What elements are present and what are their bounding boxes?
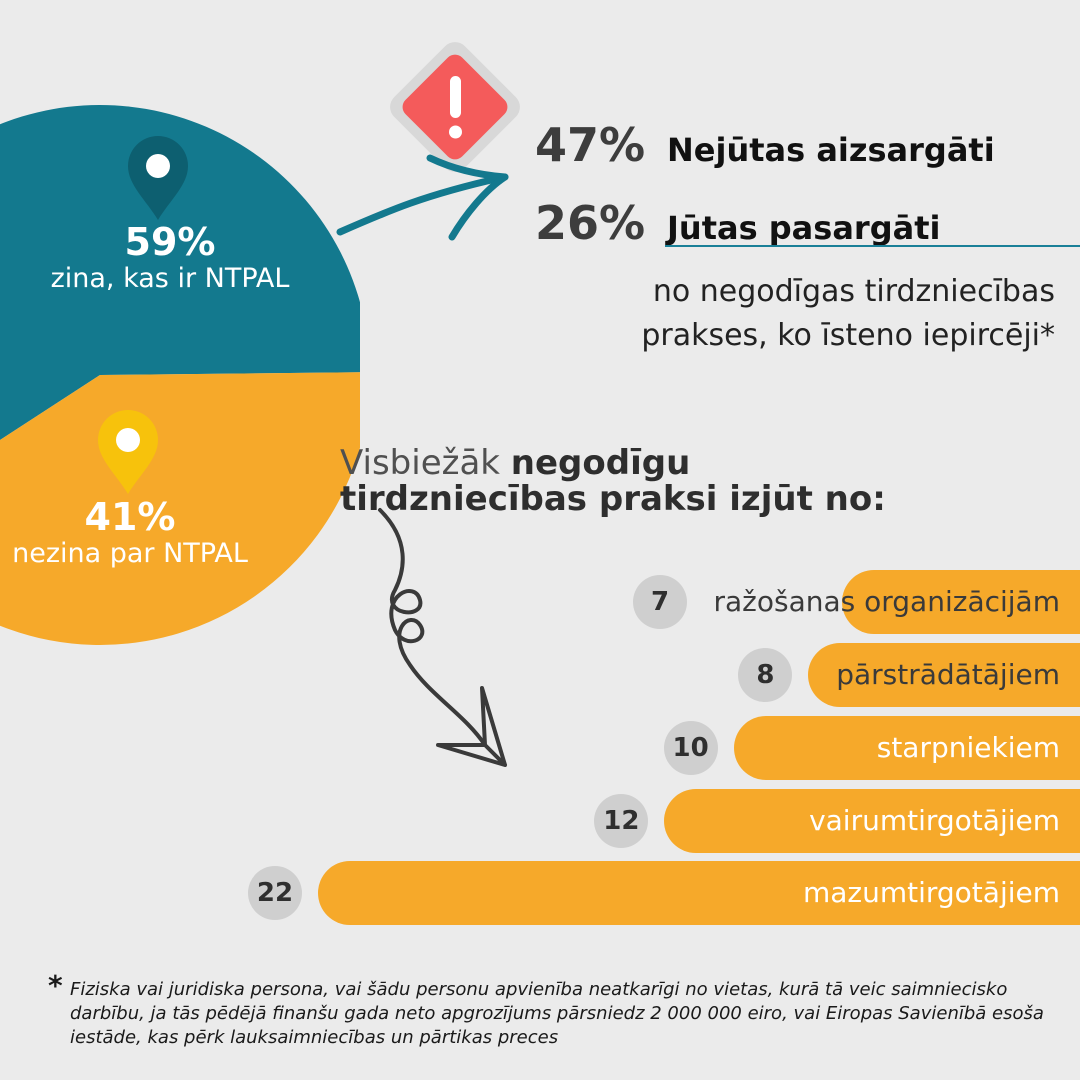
pie-label-orange: 41% nezina par NTPAL <box>10 495 250 569</box>
map-pin-icon <box>128 136 188 220</box>
footnote-star: * <box>48 969 63 1002</box>
bar <box>733 716 1080 780</box>
bar-value-badge: 7 <box>633 575 687 629</box>
stat-note: no negodīgas tirdzniecības prakses, ko ī… <box>641 270 1055 358</box>
pie-text-orange: nezina par NTPAL <box>12 538 248 569</box>
pie-chart <box>0 105 360 645</box>
footnote: * Fiziska vai juridiska persona, vai šād… <box>48 972 1058 1050</box>
pie-text-teal: zina, kas ir NTPAL <box>50 263 290 294</box>
map-pin-icon <box>98 410 158 494</box>
stat-not-protected: 47% Nejūtas aizsargāti <box>535 118 995 172</box>
bar-value-badge: 8 <box>738 648 793 702</box>
bar <box>842 570 1080 634</box>
bar <box>808 643 1080 707</box>
heading-part1: Visbiežāk <box>340 443 511 483</box>
heading-part3: tirdzniecības praksi izjūt no: <box>340 479 886 519</box>
stat-pct: 47% <box>535 118 646 172</box>
bar <box>318 861 1080 925</box>
bar-value-badge: 10 <box>663 721 718 775</box>
pie-slice <box>0 105 360 440</box>
curved-arrow-icon <box>336 154 509 241</box>
stat-protected: 26% Jūtas pasargāti <box>535 196 940 250</box>
divider <box>665 245 1080 247</box>
stat-text: Nejūtas aizsargāti <box>667 131 995 169</box>
pie-slice <box>0 372 360 645</box>
stat-note-line1: no negodīgas tirdzniecības <box>652 274 1055 309</box>
section-heading: Visbiežāk negodīgu tirdzniecības praksi … <box>340 445 886 517</box>
footnote-text: Fiziska vai juridiska persona, vai šādu … <box>70 979 1044 1048</box>
stat-text: Jūtas pasargāti <box>667 209 941 247</box>
pie-pct-orange: 41% <box>84 495 176 539</box>
heading-part2: negodīgu <box>510 443 691 483</box>
stat-note-line2: prakses, ko īsteno iepircēji* <box>641 318 1055 353</box>
stat-pct: 26% <box>535 196 646 250</box>
bar-value-badge: 12 <box>594 794 649 848</box>
bar-value-badge: 22 <box>248 866 302 920</box>
swirl-arrow-icon <box>378 508 507 767</box>
bar <box>664 789 1080 853</box>
pie-label-teal: 59% zina, kas ir NTPAL <box>20 220 320 294</box>
warning-icon <box>390 42 520 172</box>
pie-pct-teal: 59% <box>124 220 216 264</box>
